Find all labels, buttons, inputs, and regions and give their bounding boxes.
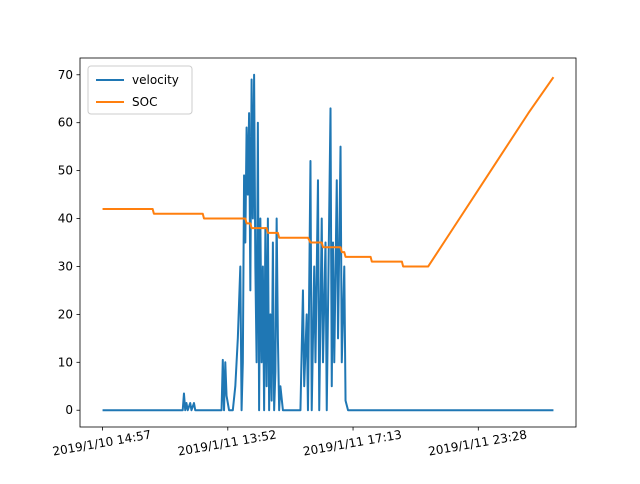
y-tick-label: 20 (58, 307, 73, 321)
series-line (102, 76, 555, 268)
y-tick-label: 10 (58, 355, 73, 369)
axes-frame (79, 57, 577, 428)
series-line (102, 73, 554, 412)
y-tick-label: 70 (58, 68, 73, 82)
y-tick-label: 40 (58, 212, 73, 226)
y-tick-label: 50 (58, 164, 73, 178)
legend-label: SOC (132, 95, 157, 109)
y-tick-label: 60 (58, 116, 73, 130)
y-tick-label: 30 (58, 259, 73, 273)
legend-label: velocity (132, 73, 179, 87)
y-tick-label: 0 (65, 403, 73, 417)
